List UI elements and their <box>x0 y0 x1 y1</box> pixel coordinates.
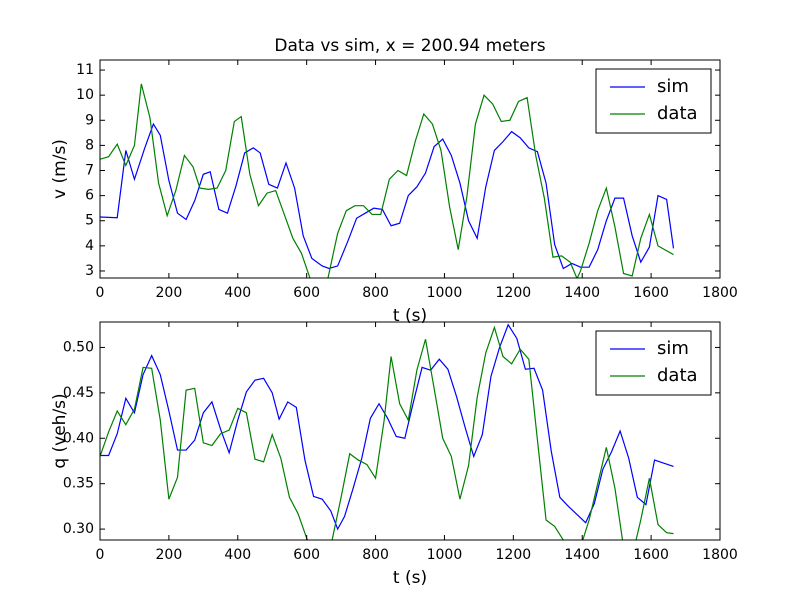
y-tick-label: 0.45 <box>63 385 94 401</box>
x-tick-label: 1600 <box>633 547 669 563</box>
y-tick-label: 0.35 <box>63 476 94 492</box>
axes-frame <box>99 59 721 279</box>
x-tick-label: 800 <box>362 547 389 563</box>
chart-title: Data vs sim, x = 200.94 meters <box>274 36 545 56</box>
x-tick-label: 1000 <box>427 285 463 301</box>
legend-label: data <box>657 365 698 386</box>
series-line <box>100 122 675 270</box>
x-tick-label: 800 <box>362 285 389 301</box>
legend-label: sim <box>657 76 689 97</box>
y-tick-label: 11 <box>76 62 94 78</box>
x-tick-label: 600 <box>293 547 320 563</box>
x-axis-label: t (s) <box>393 568 427 588</box>
y-tick-label: 0.50 <box>63 339 94 355</box>
legend: sim data <box>595 68 712 134</box>
legend-label: data <box>657 103 698 124</box>
x-tick-label: 1400 <box>564 285 600 301</box>
series-line <box>100 325 674 540</box>
x-tick-label: 400 <box>224 285 251 301</box>
legend-box <box>595 330 712 396</box>
x-tick-label: 200 <box>156 285 183 301</box>
x-tick-label: 600 <box>293 285 320 301</box>
y-axis-label: v (m/s) <box>50 139 70 199</box>
x-tick-label: 1800 <box>702 547 738 563</box>
x-tick-label: 1600 <box>633 285 669 301</box>
x-tick-label: 1800 <box>702 285 738 301</box>
x-tick-label: 1000 <box>427 547 463 563</box>
legend-box <box>595 68 712 134</box>
x-tick-label: 1200 <box>496 547 532 563</box>
legend: sim data <box>595 330 712 396</box>
y-tick-label: 3 <box>85 263 94 279</box>
y-tick-label: 4 <box>85 238 94 254</box>
x-axis-label: t (s) <box>393 306 427 326</box>
y-tick-label: 0.30 <box>63 521 94 537</box>
y-tick-label: 5 <box>85 213 94 229</box>
x-tick-label: 0 <box>96 285 105 301</box>
y-axis-label: q (veh/s) <box>50 393 70 468</box>
series-line <box>100 323 674 531</box>
x-tick-label: 0 <box>96 547 105 563</box>
y-tick-label: 6 <box>85 188 94 204</box>
axes-frame <box>99 321 721 541</box>
y-tick-label: 8 <box>85 137 94 153</box>
x-tick-label: 400 <box>224 547 251 563</box>
y-tick-label: 7 <box>85 163 94 179</box>
x-tick-label: 1400 <box>564 547 600 563</box>
x-tick-label: 1200 <box>496 285 532 301</box>
y-tick-label: 0.40 <box>63 430 94 446</box>
y-tick-label: 9 <box>85 112 94 128</box>
x-tick-label: 200 <box>156 547 183 563</box>
y-tick-label: 10 <box>76 87 94 103</box>
legend-label: sim <box>657 338 689 359</box>
series-line <box>100 83 674 278</box>
